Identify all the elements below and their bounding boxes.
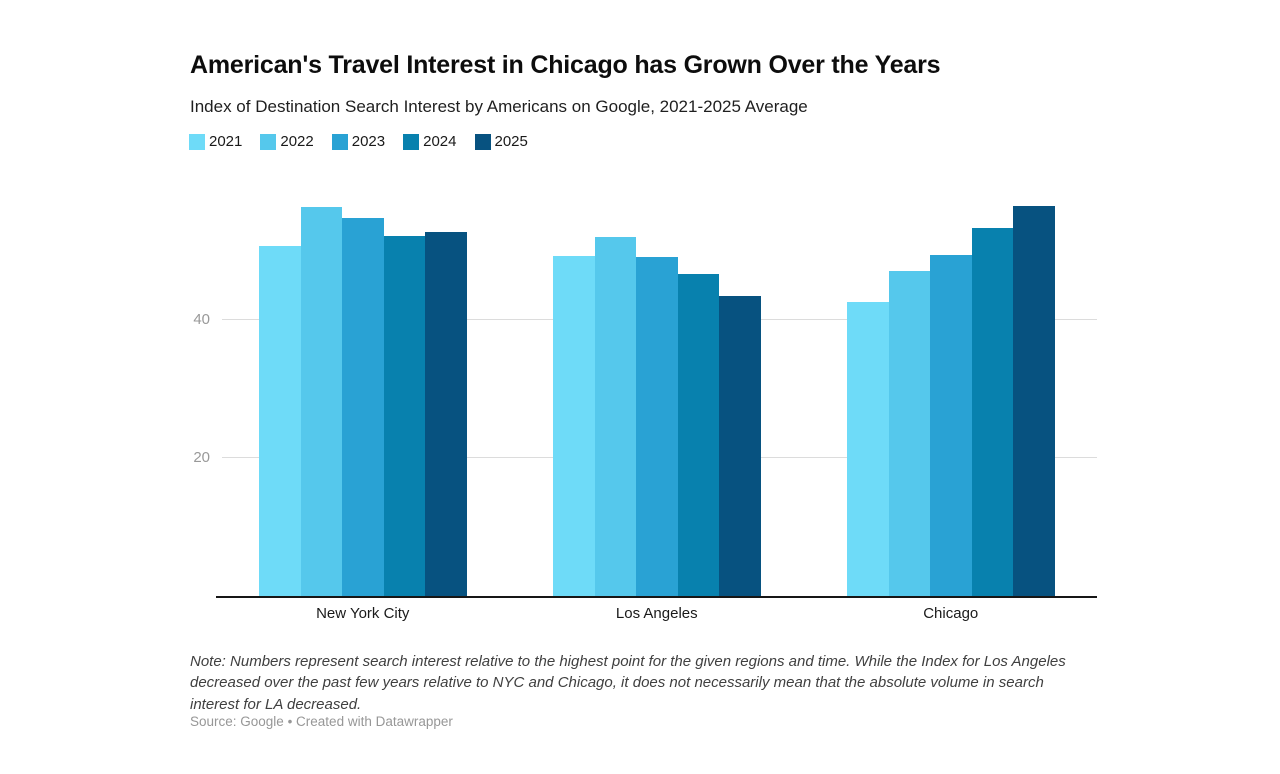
legend-swatch-2025 xyxy=(474,133,491,150)
chart-note: Note: Numbers represent search interest … xyxy=(190,653,1066,713)
bar-los-angeles-2022 xyxy=(594,237,636,596)
legend-swatch-2021 xyxy=(189,133,205,150)
bar-new-york-city-2024 xyxy=(383,236,425,596)
legend-label-2022: 2022 xyxy=(280,133,314,150)
bar-los-angeles-2021 xyxy=(553,256,595,596)
source-label: Source: Google xyxy=(190,714,284,729)
bar-new-york-city-2021 xyxy=(259,246,301,596)
bar-los-angeles-2024 xyxy=(677,273,719,596)
plot-area: 20 40 xyxy=(193,196,1097,598)
legend-item-2022: 2022 xyxy=(260,133,314,150)
bar-new-york-city-2022 xyxy=(300,207,342,596)
x-axis-labels: New York City Los Angeles Chicago xyxy=(216,605,1097,625)
bar-chicago-2024 xyxy=(971,228,1013,596)
bar-new-york-city-2023 xyxy=(342,218,384,596)
bar-los-angeles-2025 xyxy=(719,296,761,596)
y-tick-label-20: 20 xyxy=(193,449,210,467)
legend-item-2024: 2024 xyxy=(403,133,457,150)
bar-chicago-2022 xyxy=(888,270,930,596)
source-line: Source: Google • Created with Datawrappe… xyxy=(190,714,1096,729)
bar-los-angeles-2023 xyxy=(636,256,678,596)
bar-group-chicago xyxy=(847,206,1055,596)
bar-chicago-2023 xyxy=(930,255,972,596)
legend-label-2023: 2023 xyxy=(351,133,386,150)
bar-group-new-york-city xyxy=(259,207,467,596)
legend-swatch-2024 xyxy=(403,133,420,150)
bar-group-los-angeles xyxy=(553,237,761,596)
bar-chicago-2021 xyxy=(847,302,889,596)
legend-swatch-2022 xyxy=(260,133,277,150)
legend-label-2021: 2021 xyxy=(209,133,243,150)
legend-item-2023: 2023 xyxy=(331,133,386,150)
bar-chicago-2025 xyxy=(1013,206,1055,596)
x-axis-label-los-angeles: Los Angeles xyxy=(615,605,698,622)
datawrapper-credit-link[interactable]: Created with Datawrapper xyxy=(296,714,453,729)
source-separator: • xyxy=(283,714,297,729)
legend-item-2025: 2025 xyxy=(474,133,528,150)
legend: 2021 2022 2023 2024 2025 xyxy=(189,133,528,150)
legend-label-2024: 2024 xyxy=(423,133,457,150)
bar-new-york-city-2025 xyxy=(425,231,467,596)
chart-title: American's Travel Interest in Chicago ha… xyxy=(190,51,941,79)
x-axis-label-new-york-city: New York City xyxy=(316,605,410,622)
legend-swatch-2023 xyxy=(331,133,348,150)
y-tick-label-40: 40 xyxy=(193,311,210,329)
legend-item-2021: 2021 xyxy=(189,133,242,150)
x-axis-label-chicago: Chicago xyxy=(923,605,979,622)
legend-label-2025: 2025 xyxy=(494,133,528,150)
chart-subtitle: Index of Destination Search Interest by … xyxy=(190,97,808,116)
x-axis-line xyxy=(216,596,1097,598)
